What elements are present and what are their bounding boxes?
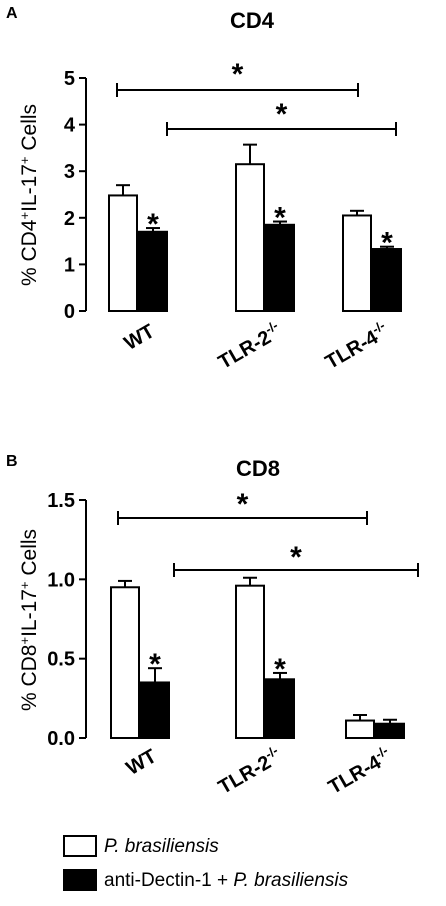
x-tick-label: TLR-4-/- xyxy=(320,318,392,374)
significance-star: * xyxy=(274,653,286,686)
chart-panel-a: A CD4 0 1 2 3 4 5 % CD4+IL-17+ Cells * WT * TLR-2-/-… xyxy=(6,5,402,374)
chart-panel-b: B CD8 0.0 0.5 1.0 1.5 % CD8+IL-17+ Cells * WT * TL… xyxy=(6,453,419,799)
bar xyxy=(110,586,140,739)
significance-star: * xyxy=(381,227,393,260)
bar xyxy=(345,719,375,740)
bar xyxy=(342,214,372,312)
bracket-star: * xyxy=(276,98,288,131)
chart-title: CD4 xyxy=(230,8,275,33)
significance-star: * xyxy=(274,202,286,235)
bracket-star: * xyxy=(232,58,244,91)
y-axis-label: % CD4+IL-17+ Cells xyxy=(17,104,41,286)
panel-letter: B xyxy=(6,453,18,470)
bar xyxy=(265,223,295,312)
bar xyxy=(108,194,138,313)
legend-label: anti-Dectin-1 + P. brasiliensis xyxy=(104,870,349,891)
x-tick-label: WT xyxy=(123,745,161,780)
bar xyxy=(140,681,170,740)
y-tick-label: 5 xyxy=(64,68,75,90)
significance-star: * xyxy=(149,648,161,681)
bar xyxy=(375,722,405,739)
y-tick-label: 1.5 xyxy=(47,490,75,512)
legend-label: P. brasiliensis xyxy=(104,836,219,857)
x-tick-label: WT xyxy=(121,320,159,355)
y-axis-label: % CD8+IL-17+ Cells xyxy=(17,529,41,711)
y-tick-label: 1.0 xyxy=(47,569,75,591)
y-tick-label: 2 xyxy=(64,208,75,230)
y-tick-label: 0.0 xyxy=(47,728,75,750)
y-tick-label: 4 xyxy=(64,115,76,137)
y-tick-label: 0 xyxy=(64,301,75,323)
x-tick-label: TLR-2-/- xyxy=(213,318,285,374)
y-tick-label: 3 xyxy=(64,161,75,183)
legend: P. brasiliensis anti-Dectin-1 + P. brasil… xyxy=(63,835,349,891)
legend-swatch xyxy=(63,869,97,891)
bar xyxy=(235,163,265,312)
bracket-star: * xyxy=(290,541,302,574)
bar xyxy=(372,248,402,313)
y-tick-label: 1 xyxy=(64,254,75,276)
x-tick-label: TLR-2-/- xyxy=(213,743,285,799)
panel-letter: A xyxy=(6,5,18,22)
bar xyxy=(265,678,295,739)
bar xyxy=(235,584,265,739)
legend-swatch xyxy=(63,835,97,857)
chart-title: CD8 xyxy=(236,456,280,481)
significance-star: * xyxy=(147,208,159,241)
x-tick-label: TLR-4-/- xyxy=(323,743,395,799)
bar xyxy=(138,230,168,312)
y-tick-label: 0.5 xyxy=(47,649,75,671)
bracket-star: * xyxy=(237,488,249,521)
